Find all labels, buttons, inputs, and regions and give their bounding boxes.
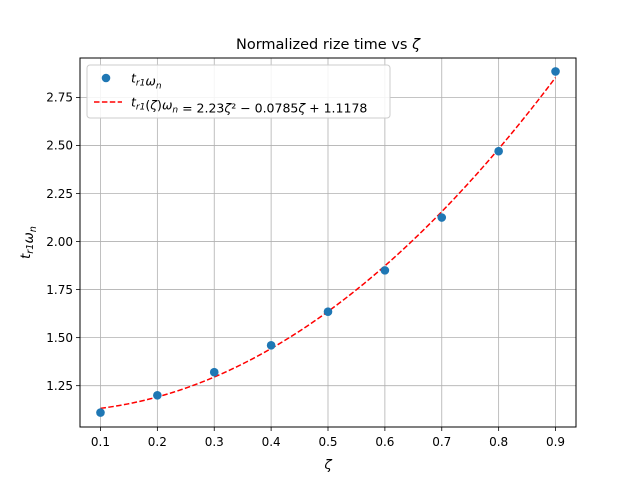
x-tick-label: 0.7 bbox=[432, 435, 451, 449]
y-tick-label: 1.25 bbox=[46, 379, 73, 393]
data-point bbox=[437, 213, 447, 222]
x-tick-label: 0.1 bbox=[91, 435, 110, 449]
x-axis-label-text: ζ bbox=[323, 457, 332, 473]
plot-frame bbox=[79, 57, 577, 428]
data-point bbox=[266, 341, 276, 350]
y-tick-label: 2.00 bbox=[46, 235, 73, 249]
x-tick-label: 0.9 bbox=[546, 435, 565, 449]
x-tick-label: 0.5 bbox=[318, 435, 337, 449]
data-point bbox=[494, 146, 503, 156]
grid bbox=[80, 58, 576, 427]
legend-marker-points bbox=[101, 73, 111, 83]
y-tick-label: 2.50 bbox=[46, 139, 73, 153]
x-tick-label: 0.3 bbox=[205, 435, 224, 449]
data-point bbox=[551, 67, 560, 76]
y-axis-label: tr1ωn bbox=[18, 226, 39, 259]
data-point bbox=[323, 307, 333, 316]
data-point bbox=[209, 367, 219, 377]
legend-label-points: tr1ωn bbox=[131, 71, 162, 92]
ticks: 0.1 0.2 0.3 0.4 0.5 0.6 0.7 0.8 0.9 1.25 1.50 1.75 2… bbox=[46, 91, 565, 449]
x-tick-label: 0.2 bbox=[148, 435, 167, 449]
y-tick-label: 1.75 bbox=[46, 283, 73, 297]
data-point bbox=[96, 408, 105, 417]
data-point bbox=[153, 390, 162, 400]
legend-label-fit: tr1(ζ)ωn = 2.23ζ² − 0.0785ζ + 1.1178 bbox=[131, 95, 367, 116]
legend-box bbox=[86, 64, 391, 119]
y-tick-label: 1.50 bbox=[46, 331, 73, 345]
legend: tr1ωn tr1(ζ)ωn = 2.23ζ² − 0.0785ζ + 1.117… bbox=[86, 64, 391, 119]
x-tick-label: 0.6 bbox=[375, 435, 394, 449]
y-tick-label: 2.75 bbox=[46, 91, 73, 105]
data-point bbox=[380, 266, 390, 275]
x-tick-label: 0.8 bbox=[489, 435, 508, 449]
data-points bbox=[96, 67, 560, 417]
chart-title: Normalized rize time vs ζ bbox=[236, 37, 421, 53]
x-axis-label: ζ bbox=[323, 457, 332, 473]
y-axis-label-text: tr1ωn bbox=[18, 226, 39, 259]
y-tick-label: 2.25 bbox=[46, 187, 73, 201]
x-tick-label: 0.4 bbox=[262, 435, 281, 449]
